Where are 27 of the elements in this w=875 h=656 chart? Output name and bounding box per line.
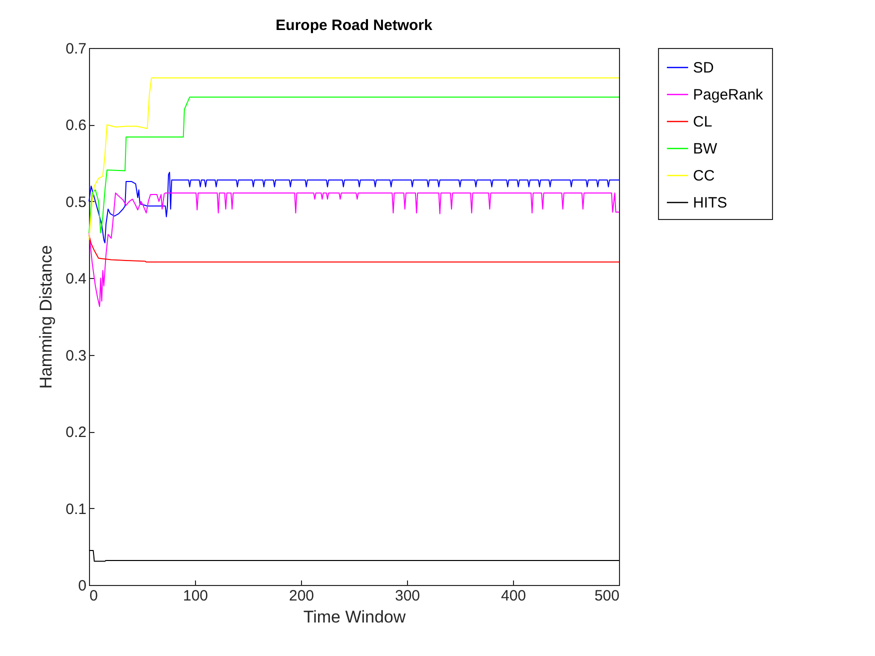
x-axis-title: Time Window: [303, 608, 406, 626]
y-axis-title: Hamming Distance: [36, 245, 56, 389]
x-tick-label: 100: [182, 588, 208, 604]
line-series: [88, 234, 620, 263]
chart-title: Europe Road Network: [276, 17, 433, 34]
line-series: [88, 172, 620, 244]
line-series: [88, 192, 620, 308]
x-tick-label: 0: [90, 588, 98, 604]
y-tick-label: 0.3: [66, 347, 86, 364]
x-tick-label: 300: [394, 588, 420, 604]
legend-label: SD: [693, 60, 714, 76]
y-tick-label: 0.4: [66, 270, 86, 288]
y-tick-label: 0.5: [66, 194, 86, 211]
legend-label: HITS: [693, 194, 728, 212]
x-tick-label: 500: [594, 588, 620, 604]
y-tick-label: 0.6: [66, 117, 86, 134]
line-series: [88, 77, 620, 240]
legend-label: CL: [693, 114, 712, 130]
legend-label: PageRank: [693, 86, 764, 104]
x-tick-label: 400: [500, 588, 526, 604]
y-tick-label: 0.1: [66, 500, 86, 518]
y-tick-label: 0.2: [66, 424, 86, 442]
y-tick-label: 0.7: [66, 40, 86, 58]
legend-label: CC: [693, 168, 715, 184]
legend-label: BW: [693, 140, 718, 158]
line-series: [88, 96, 620, 234]
x-tick-label: 200: [288, 588, 314, 604]
